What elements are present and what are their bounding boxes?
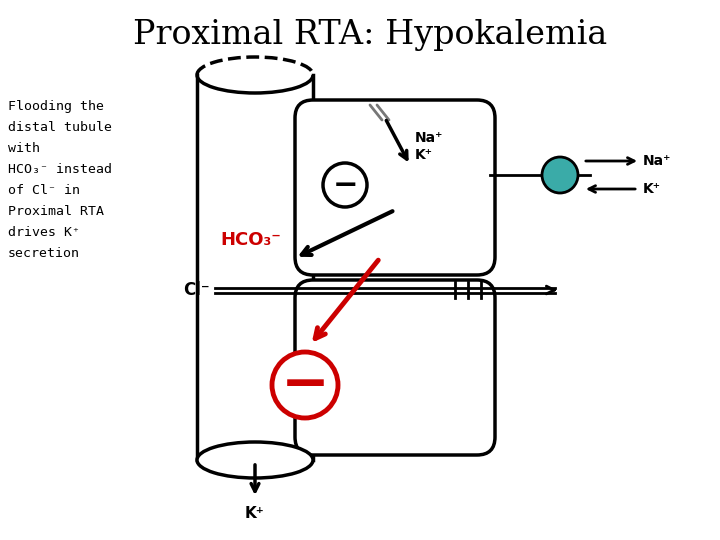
- Text: of Cl⁻ in: of Cl⁻ in: [8, 184, 80, 197]
- Text: Flooding the: Flooding the: [8, 100, 104, 113]
- Text: Cl⁻: Cl⁻: [184, 281, 210, 299]
- Text: K⁺: K⁺: [415, 148, 433, 162]
- Ellipse shape: [197, 442, 313, 478]
- Text: Na⁺: Na⁺: [643, 154, 671, 168]
- Text: Proximal RTA: Hypokalemia: Proximal RTA: Hypokalemia: [133, 19, 607, 51]
- Circle shape: [272, 352, 338, 418]
- Text: HCO₃⁻: HCO₃⁻: [220, 231, 281, 249]
- Text: K⁺: K⁺: [643, 182, 661, 196]
- Text: drives K⁺: drives K⁺: [8, 226, 80, 239]
- Text: −: −: [281, 356, 330, 414]
- Text: secretion: secretion: [8, 247, 80, 260]
- FancyBboxPatch shape: [295, 100, 495, 275]
- Circle shape: [323, 163, 367, 207]
- Text: HCO₃⁻ instead: HCO₃⁻ instead: [8, 163, 112, 176]
- Text: distal tubule: distal tubule: [8, 121, 112, 134]
- Text: K⁺: K⁺: [245, 507, 265, 522]
- Text: −: −: [332, 171, 358, 199]
- Text: Proximal RTA: Proximal RTA: [8, 205, 104, 218]
- FancyBboxPatch shape: [295, 280, 495, 455]
- Text: with: with: [8, 142, 40, 155]
- Text: Na⁺: Na⁺: [415, 131, 444, 145]
- Circle shape: [542, 157, 578, 193]
